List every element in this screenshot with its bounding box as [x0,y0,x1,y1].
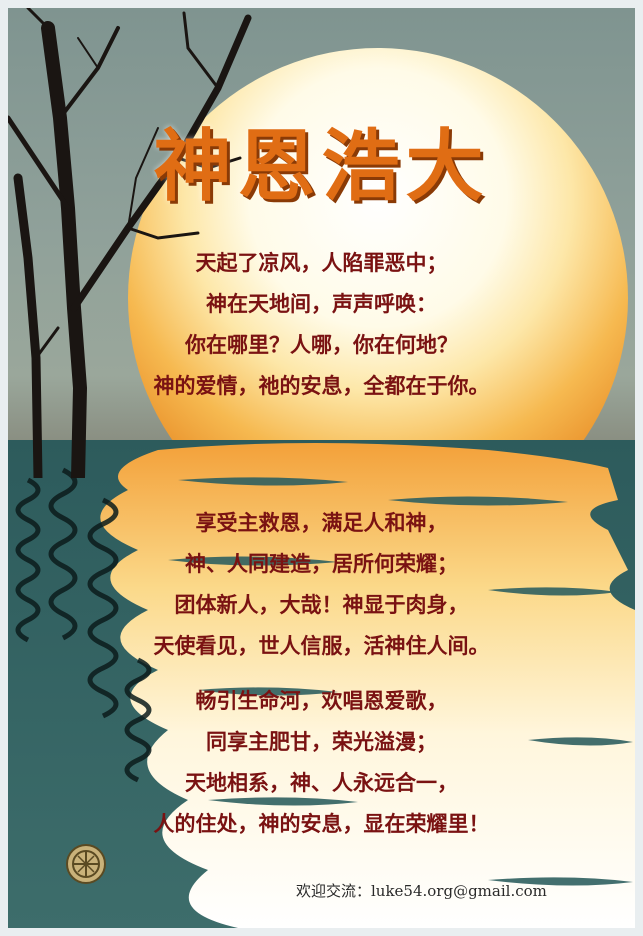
verse-line: 神、人同建造，居所何荣耀； [185,551,458,576]
verse-line: 神在天地间，声声呼唤： [206,291,437,316]
verse-line: 天起了凉风，人陷罪恶中； [195,250,448,275]
verse-stanza-1: 天起了凉风，人陷罪恶中； 神在天地间，声声呼唤： 你在哪里？人哪，你在何地？ 神… [8,242,635,406]
contact-email: 欢迎交流：luke54.org@gmail.com [296,882,547,900]
bare-tree-silhouette [8,8,252,478]
verse-line: 人的住处，神的安息，显在荣耀里！ [153,811,490,836]
water-ripples [15,443,635,928]
verse-line: 你在哪里？人哪，你在何地？ [185,332,458,357]
verse-line: 畅引生命河，欢唱恩爱歌， [195,688,448,713]
verse-line: 天使看见，世人信服，活神住人间。 [153,633,490,658]
verse-stanza-3: 畅引生命河，欢唱恩爱歌， 同享主肥甘，荣光溢漫； 天地相系，神、人永远合一， 人… [8,680,635,844]
round-gold-emblem-icon [66,844,106,884]
poster: 神恩浩大 天起了凉风，人陷罪恶中； 神在天地间，声声呼唤： 你在哪里？人哪，你在… [8,8,635,928]
verse-line: 享受主救恩，满足人和神， [195,510,448,535]
poster-title: 神恩浩大 [153,121,490,212]
verse-line: 同享主肥甘，荣光溢漫； [206,729,437,754]
verse-line: 神的爱情，祂的安息，全都在于你。 [153,373,490,398]
water-reflection [8,440,635,928]
verse-line: 天地相系，神、人永远合一， [185,770,458,795]
verse-line: 团体新人，大哉！神显于肉身， [174,592,469,617]
verse-stanza-2: 享受主救恩，满足人和神， 神、人同建造，居所何荣耀； 团体新人，大哉！神显于肉身… [8,502,635,666]
